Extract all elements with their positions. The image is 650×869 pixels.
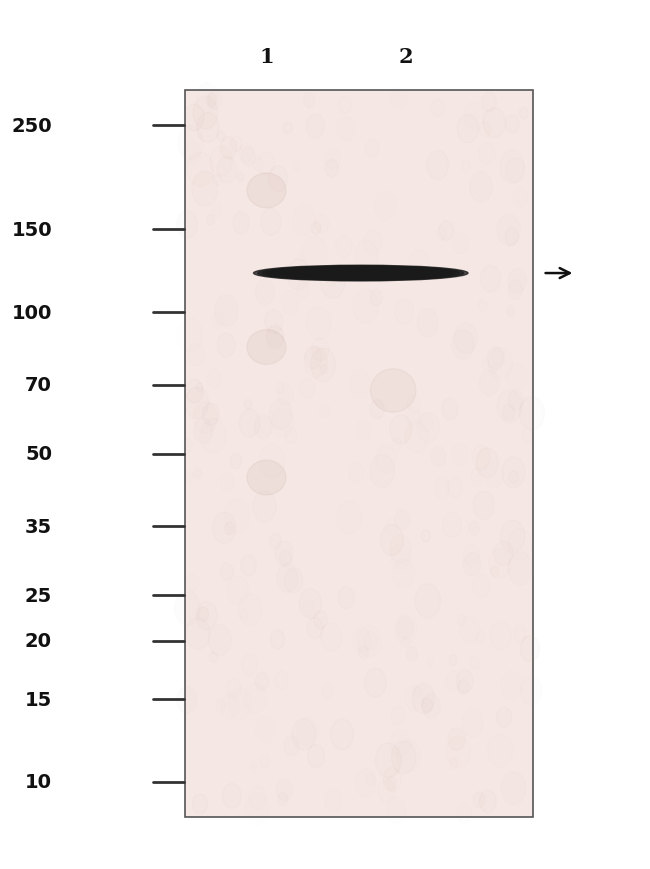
Ellipse shape <box>370 369 416 413</box>
Ellipse shape <box>270 268 451 280</box>
Ellipse shape <box>275 268 447 279</box>
Ellipse shape <box>266 268 455 280</box>
Ellipse shape <box>262 267 460 281</box>
Ellipse shape <box>254 266 468 282</box>
Ellipse shape <box>283 269 438 278</box>
Text: 50: 50 <box>25 445 52 463</box>
Text: 100: 100 <box>12 303 52 322</box>
Text: 250: 250 <box>12 116 52 136</box>
Text: 10: 10 <box>25 773 52 792</box>
Ellipse shape <box>280 269 442 279</box>
Ellipse shape <box>247 330 286 365</box>
Ellipse shape <box>247 174 286 209</box>
Text: 35: 35 <box>25 517 52 536</box>
Ellipse shape <box>247 461 286 495</box>
Text: 150: 150 <box>12 221 52 240</box>
Text: 20: 20 <box>25 632 52 650</box>
Text: 1: 1 <box>259 47 274 66</box>
Ellipse shape <box>258 266 463 281</box>
Text: 2: 2 <box>399 47 413 66</box>
Text: 15: 15 <box>25 690 52 709</box>
Text: 25: 25 <box>25 586 52 605</box>
Text: 70: 70 <box>25 376 52 395</box>
FancyBboxPatch shape <box>185 91 533 817</box>
